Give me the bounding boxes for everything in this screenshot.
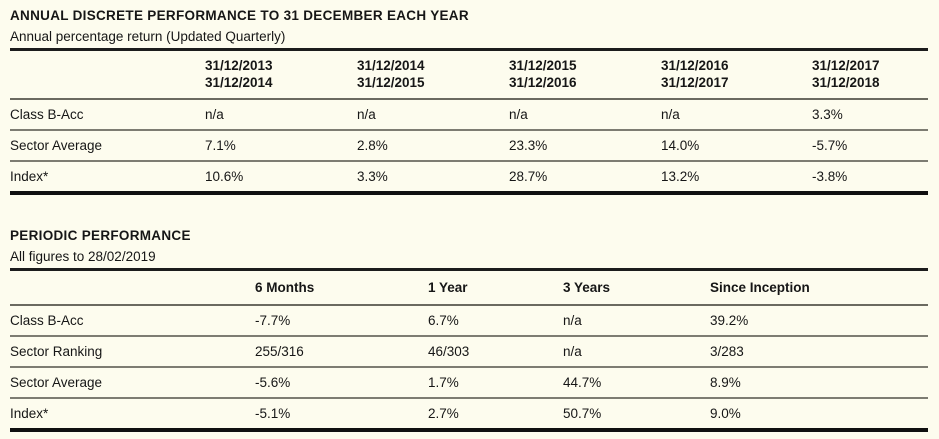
- annual-performance-table: 31/12/2013 31/12/2014 31/12/2014 31/12/2…: [10, 48, 928, 195]
- table-row: Sector Average 7.1% 2.8% 23.3% 14.0% -5.…: [10, 130, 928, 162]
- cell-value: -5.6%: [255, 367, 428, 399]
- cell-value: 7.1%: [205, 130, 357, 162]
- cell-value: 255/316: [255, 336, 428, 368]
- cell-value: 3.3%: [812, 99, 928, 131]
- periodic-column-header: 1 Year: [428, 269, 563, 306]
- periodic-section-subtitle: All figures to 28/02/2019: [10, 249, 156, 264]
- cell-value: -5.7%: [812, 130, 928, 162]
- period-start: 31/12/2014: [357, 58, 425, 73]
- row-label: Index*: [10, 398, 255, 432]
- cell-value: 6.7%: [428, 305, 563, 337]
- cell-value: 50.7%: [563, 398, 710, 432]
- table-row: Index* 10.6% 3.3% 28.7% 13.2% -3.8%: [10, 161, 928, 195]
- annual-column-header: 31/12/2017 31/12/2018: [812, 49, 928, 100]
- annual-column-header: 31/12/2014 31/12/2015: [357, 49, 509, 100]
- cell-value: 9.0%: [710, 398, 928, 432]
- periodic-column-header: Since Inception: [710, 269, 928, 306]
- period-end: 31/12/2015: [357, 75, 425, 90]
- table-row: Class B-Acc -7.7% 6.7% n/a 39.2%: [10, 305, 928, 337]
- cell-value: 8.9%: [710, 367, 928, 399]
- periodic-section-title: PERIODIC PERFORMANCE: [10, 228, 191, 243]
- periodic-performance-section: PERIODIC PERFORMANCE All figures to 28/0…: [10, 228, 928, 432]
- table-row: Sector Ranking 255/316 46/303 n/a 3/283: [10, 336, 928, 368]
- periodic-performance-table: 6 Months 1 Year 3 Years Since Inception …: [10, 268, 928, 432]
- cell-value: 44.7%: [563, 367, 710, 399]
- period-end: 31/12/2014: [205, 75, 273, 90]
- annual-section-title: ANNUAL DISCRETE PERFORMANCE TO 31 DECEMB…: [10, 8, 469, 23]
- annual-performance-section: ANNUAL DISCRETE PERFORMANCE TO 31 DECEMB…: [10, 8, 928, 195]
- period-start: 31/12/2015: [509, 58, 577, 73]
- cell-value: 14.0%: [661, 130, 812, 162]
- annual-column-header: 31/12/2013 31/12/2014: [205, 49, 357, 100]
- cell-value: n/a: [563, 336, 710, 368]
- row-label: Index*: [10, 161, 205, 195]
- row-label: Sector Average: [10, 367, 255, 399]
- cell-value: -7.7%: [255, 305, 428, 337]
- cell-value: 39.2%: [710, 305, 928, 337]
- cell-value: 2.7%: [428, 398, 563, 432]
- cell-value: n/a: [563, 305, 710, 337]
- annual-column-header: 31/12/2016 31/12/2017: [661, 49, 812, 100]
- period-start: 31/12/2013: [205, 58, 273, 73]
- cell-value: 3.3%: [357, 161, 509, 195]
- table-row: Class B-Acc n/a n/a n/a n/a 3.3%: [10, 99, 928, 131]
- cell-value: n/a: [205, 99, 357, 131]
- periodic-header-row: 6 Months 1 Year 3 Years Since Inception: [10, 269, 928, 306]
- cell-value: 23.3%: [509, 130, 661, 162]
- row-label: Sector Ranking: [10, 336, 255, 368]
- cell-value: 10.6%: [205, 161, 357, 195]
- cell-value: 3/283: [710, 336, 928, 368]
- annual-column-header: 31/12/2015 31/12/2016: [509, 49, 661, 100]
- period-end: 31/12/2017: [661, 75, 729, 90]
- period-start: 31/12/2016: [661, 58, 729, 73]
- annual-header-empty: [10, 49, 205, 100]
- annual-header-row: 31/12/2013 31/12/2014 31/12/2014 31/12/2…: [10, 49, 928, 100]
- table-row: Index* -5.1% 2.7% 50.7% 9.0%: [10, 398, 928, 432]
- cell-value: n/a: [661, 99, 812, 131]
- row-label: Class B-Acc: [10, 99, 205, 131]
- row-label: Sector Average: [10, 130, 205, 162]
- cell-value: 1.7%: [428, 367, 563, 399]
- cell-value: 46/303: [428, 336, 563, 368]
- period-end: 31/12/2016: [509, 75, 577, 90]
- period-end: 31/12/2018: [812, 75, 880, 90]
- cell-value: n/a: [357, 99, 509, 131]
- periodic-header-empty: [10, 269, 255, 306]
- cell-value: n/a: [509, 99, 661, 131]
- cell-value: 2.8%: [357, 130, 509, 162]
- period-start: 31/12/2017: [812, 58, 880, 73]
- cell-value: -5.1%: [255, 398, 428, 432]
- annual-section-subtitle: Annual percentage return (Updated Quarte…: [10, 29, 286, 44]
- table-row: Sector Average -5.6% 1.7% 44.7% 8.9%: [10, 367, 928, 399]
- row-label: Class B-Acc: [10, 305, 255, 337]
- periodic-column-header: 3 Years: [563, 269, 710, 306]
- cell-value: 28.7%: [509, 161, 661, 195]
- periodic-column-header: 6 Months: [255, 269, 428, 306]
- cell-value: 13.2%: [661, 161, 812, 195]
- cell-value: -3.8%: [812, 161, 928, 195]
